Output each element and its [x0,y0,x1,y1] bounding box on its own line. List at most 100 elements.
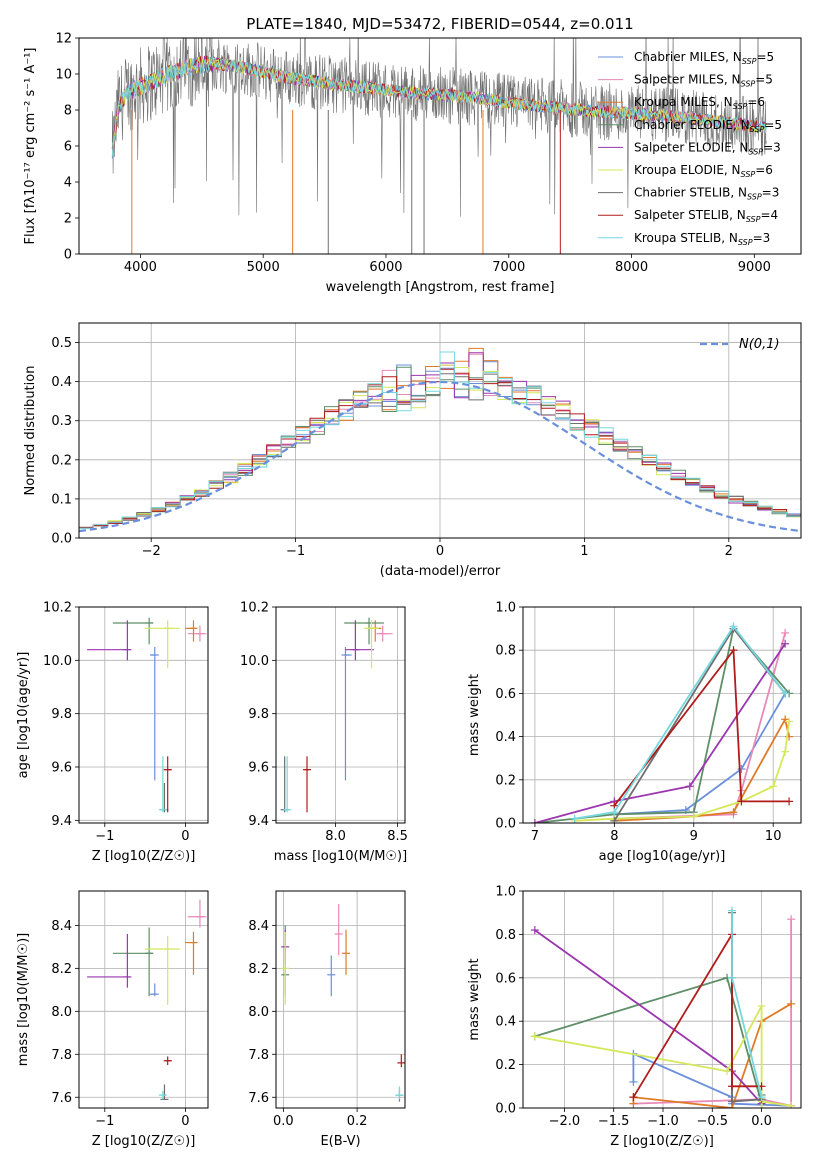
weight-series-7 [613,647,790,807]
weight-point [729,646,738,655]
x-tick-label: −0.5 [696,1114,728,1129]
y-tick-label: 0.8 [495,928,516,943]
x-tick-label: 5000 [247,260,280,275]
x-axis-label: Z [log10(Z/Z☉)] [92,1134,196,1149]
axes-mass_vs_ebv: 0.0 0.2 7.6 7.8 8.0 8.2 8.4 E(B-V) [248,890,406,1149]
y-tick-label: 10.0 [240,654,269,669]
y-tick-label: 9.6 [51,761,72,776]
y-tick-label: 8.2 [51,962,72,977]
x-tick-label: 0.0 [751,1114,772,1129]
weight-point [729,808,738,817]
y-axis-label: mass [log10(M/M☉)] [16,933,31,1066]
errorbar-point-2 [185,931,198,975]
axes-age_vs_mass: 8.0 8.5 9.4 9.6 9.8 10.0 10.2 mass [log10(M/M☉)… [240,601,408,865]
y-tick-label: 2 [64,212,72,227]
x-tick-label: 4000 [124,260,157,275]
y-tick-label: 9.6 [248,761,269,776]
y-tick-label: 9.4 [51,814,72,829]
spectrum-series-5 [111,56,767,156]
errorbar-point-4 [345,620,374,661]
weight-point [787,999,796,1008]
axes-frame [275,890,406,1109]
axes-frame [78,606,209,824]
weight-point [737,797,746,806]
axes-spectrum: 4000 5000 6000 7000 8000 9000 0 2 4 6 8 10 12 wavelen… [23,32,802,295]
errorbar-point-1 [187,899,207,928]
x-axis-label: wavelength [Angstrom, rest frame] [326,280,555,295]
weight-point [727,973,736,982]
legend-entry: Chabrier ELODIE, NSSP=5 [634,118,782,134]
weight-point [757,1093,766,1102]
x-tick-label: 7000 [492,260,525,275]
errorbar-point-5 [145,620,180,669]
errorbar-point-7 [397,1054,405,1068]
errorbar-point-5 [364,620,379,669]
x-tick-label: 1 [580,544,588,559]
y-tick-label: 0.2 [495,1058,516,1073]
y-tick-label: 0.2 [495,773,516,788]
weight-point [787,915,796,924]
x-axis-label: age [log10(age/yr)] [599,849,726,864]
plot-area-residuals [79,323,801,538]
plot-area-age_vs_mass [276,607,405,823]
spectrum-legend: Chabrier MILES, NSSP=5 Salpeter MILES, NS… [598,50,782,247]
weight-point [785,797,794,806]
legend-entry: Salpeter STELIB, NSSP=4 [634,208,778,224]
x-tick-label: 7 [531,829,539,844]
errorbar-point-0 [149,983,159,997]
weight-series-1 [633,919,792,1107]
errorbar-point-8 [158,756,167,813]
x-tick-label: 6000 [369,260,402,275]
legend-entry: Salpeter MILES, NSSP=5 [634,73,773,89]
x-tick-label: 2 [725,544,733,559]
x-tick-label: 10 [765,829,782,844]
y-tick-label: 7.8 [248,1048,269,1063]
weight-point [769,782,778,791]
y-tick-label: 7.8 [51,1048,72,1063]
y-tick-label: 0.4 [495,1015,516,1030]
x-tick-label: −1 [95,829,114,844]
weight-series-7 [632,931,762,1098]
y-tick-label: 8.0 [51,1005,72,1020]
x-tick-label: 8000 [615,260,648,275]
x-tick-label: −1.5 [598,1114,630,1129]
errorbar-point-1 [376,625,393,642]
x-tick-label: 0 [436,544,444,559]
y-tick-label: 8.0 [248,1005,269,1020]
y-tick-label: 0.5 [51,336,72,351]
y-tick-label: 0.8 [495,644,516,659]
figure-title: PLATE=1840, MJD=53472, FIBERID=0544, z=0… [246,15,633,33]
y-tick-label: 9.8 [248,707,269,722]
weight-series-0 [614,692,786,816]
weight-series-4 [534,643,786,823]
weight-point [727,1082,736,1091]
legend-entry: Chabrier MILES, NSSP=5 [634,50,774,66]
plot-area-mass_vs_ebv [276,891,405,1108]
y-tick-label: 0.3 [51,414,72,429]
weight-point [781,747,790,756]
weight-point [757,1002,766,1011]
y-tick-label: 12 [55,32,72,47]
y-axis-label: mass weight [467,674,482,756]
x-tick-label: −1 [286,544,305,559]
y-axis-label: mass weight [467,958,482,1040]
y-axis-label: Normed distribution [23,366,38,496]
legend-entry: Kroupa STELIB, NSSP=3 [634,231,770,247]
weight-point [610,808,619,817]
errorbar-point-7 [163,1056,172,1066]
errorbar-point-2 [342,929,351,975]
x-tick-label: 8.0 [325,829,346,844]
weight-point [530,926,539,935]
errorbar-point-5 [281,931,290,1005]
y-axis-label: Flux [fλ10⁻¹⁷ erg cm⁻² s⁻¹ A⁻¹] [23,48,38,245]
y-tick-label: 8.4 [51,919,72,934]
y-tick-label: 0 [64,248,72,263]
weight-point [781,639,790,648]
x-tick-label: −1 [95,1114,114,1129]
y-tick-label: 0.2 [51,453,72,468]
weight-series-4 [534,929,763,1105]
plot-area-mass_vs_Z [79,891,208,1108]
x-tick-label: 9000 [738,260,771,275]
weight-point [727,1097,736,1106]
axes-weight_vs_Z: −2.0 −1.5 −1.0 −0.5 0.0 0.0 0.2 0.4 0.6 0.8 1.0 Z [… [467,885,802,1149]
